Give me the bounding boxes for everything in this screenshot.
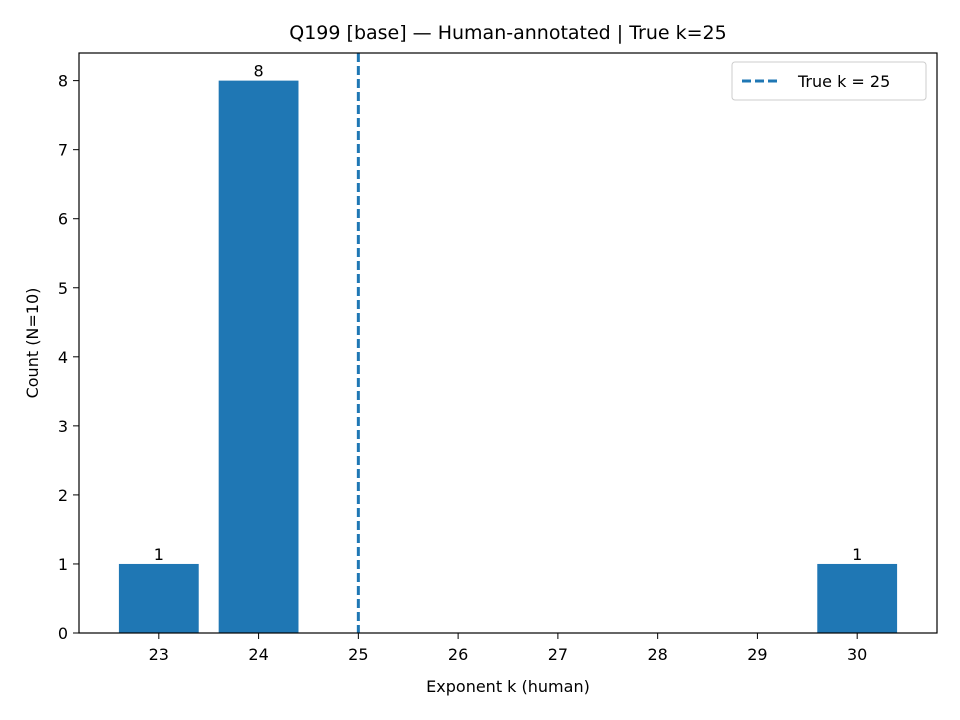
x-axis-label: Exponent k (human) <box>426 677 590 696</box>
y-tick-label-7: 7 <box>58 141 68 160</box>
bar-value-label-24: 8 <box>253 62 263 81</box>
bar-30 <box>817 563 898 633</box>
y-tick-label-3: 3 <box>58 417 68 436</box>
legend-label: True k = 25 <box>797 72 890 91</box>
y-tick-label-0: 0 <box>58 624 68 643</box>
x-tick-label-24: 24 <box>248 645 268 664</box>
axes-frame <box>78 52 938 634</box>
x-tick-label-23: 23 <box>149 645 169 664</box>
x-tick-label-28: 28 <box>647 645 667 664</box>
y-tick-label-2: 2 <box>58 486 68 505</box>
bar-24 <box>218 80 299 634</box>
x-tick-label-27: 27 <box>548 645 568 664</box>
x-tick-label-25: 25 <box>348 645 368 664</box>
bar-23 <box>118 563 199 633</box>
y-tick-label-1: 1 <box>58 555 68 574</box>
x-tick-label-26: 26 <box>448 645 468 664</box>
legend-box <box>731 61 927 101</box>
bar-value-label-23: 1 <box>154 545 164 564</box>
y-axis-label: Count (N=10) <box>23 288 42 399</box>
x-tick-label-29: 29 <box>747 645 767 664</box>
chart-title: Q199 [base] — Human-annotated | True k=2… <box>289 22 726 44</box>
y-tick-label-8: 8 <box>58 72 68 91</box>
legend: True k = 25 <box>731 61 927 101</box>
y-tick-label-5: 5 <box>58 279 68 298</box>
y-tick-label-4: 4 <box>58 348 68 367</box>
y-tick-label-6: 6 <box>58 210 68 229</box>
bar-value-label-30: 1 <box>852 545 862 564</box>
x-tick-label-30: 30 <box>847 645 867 664</box>
